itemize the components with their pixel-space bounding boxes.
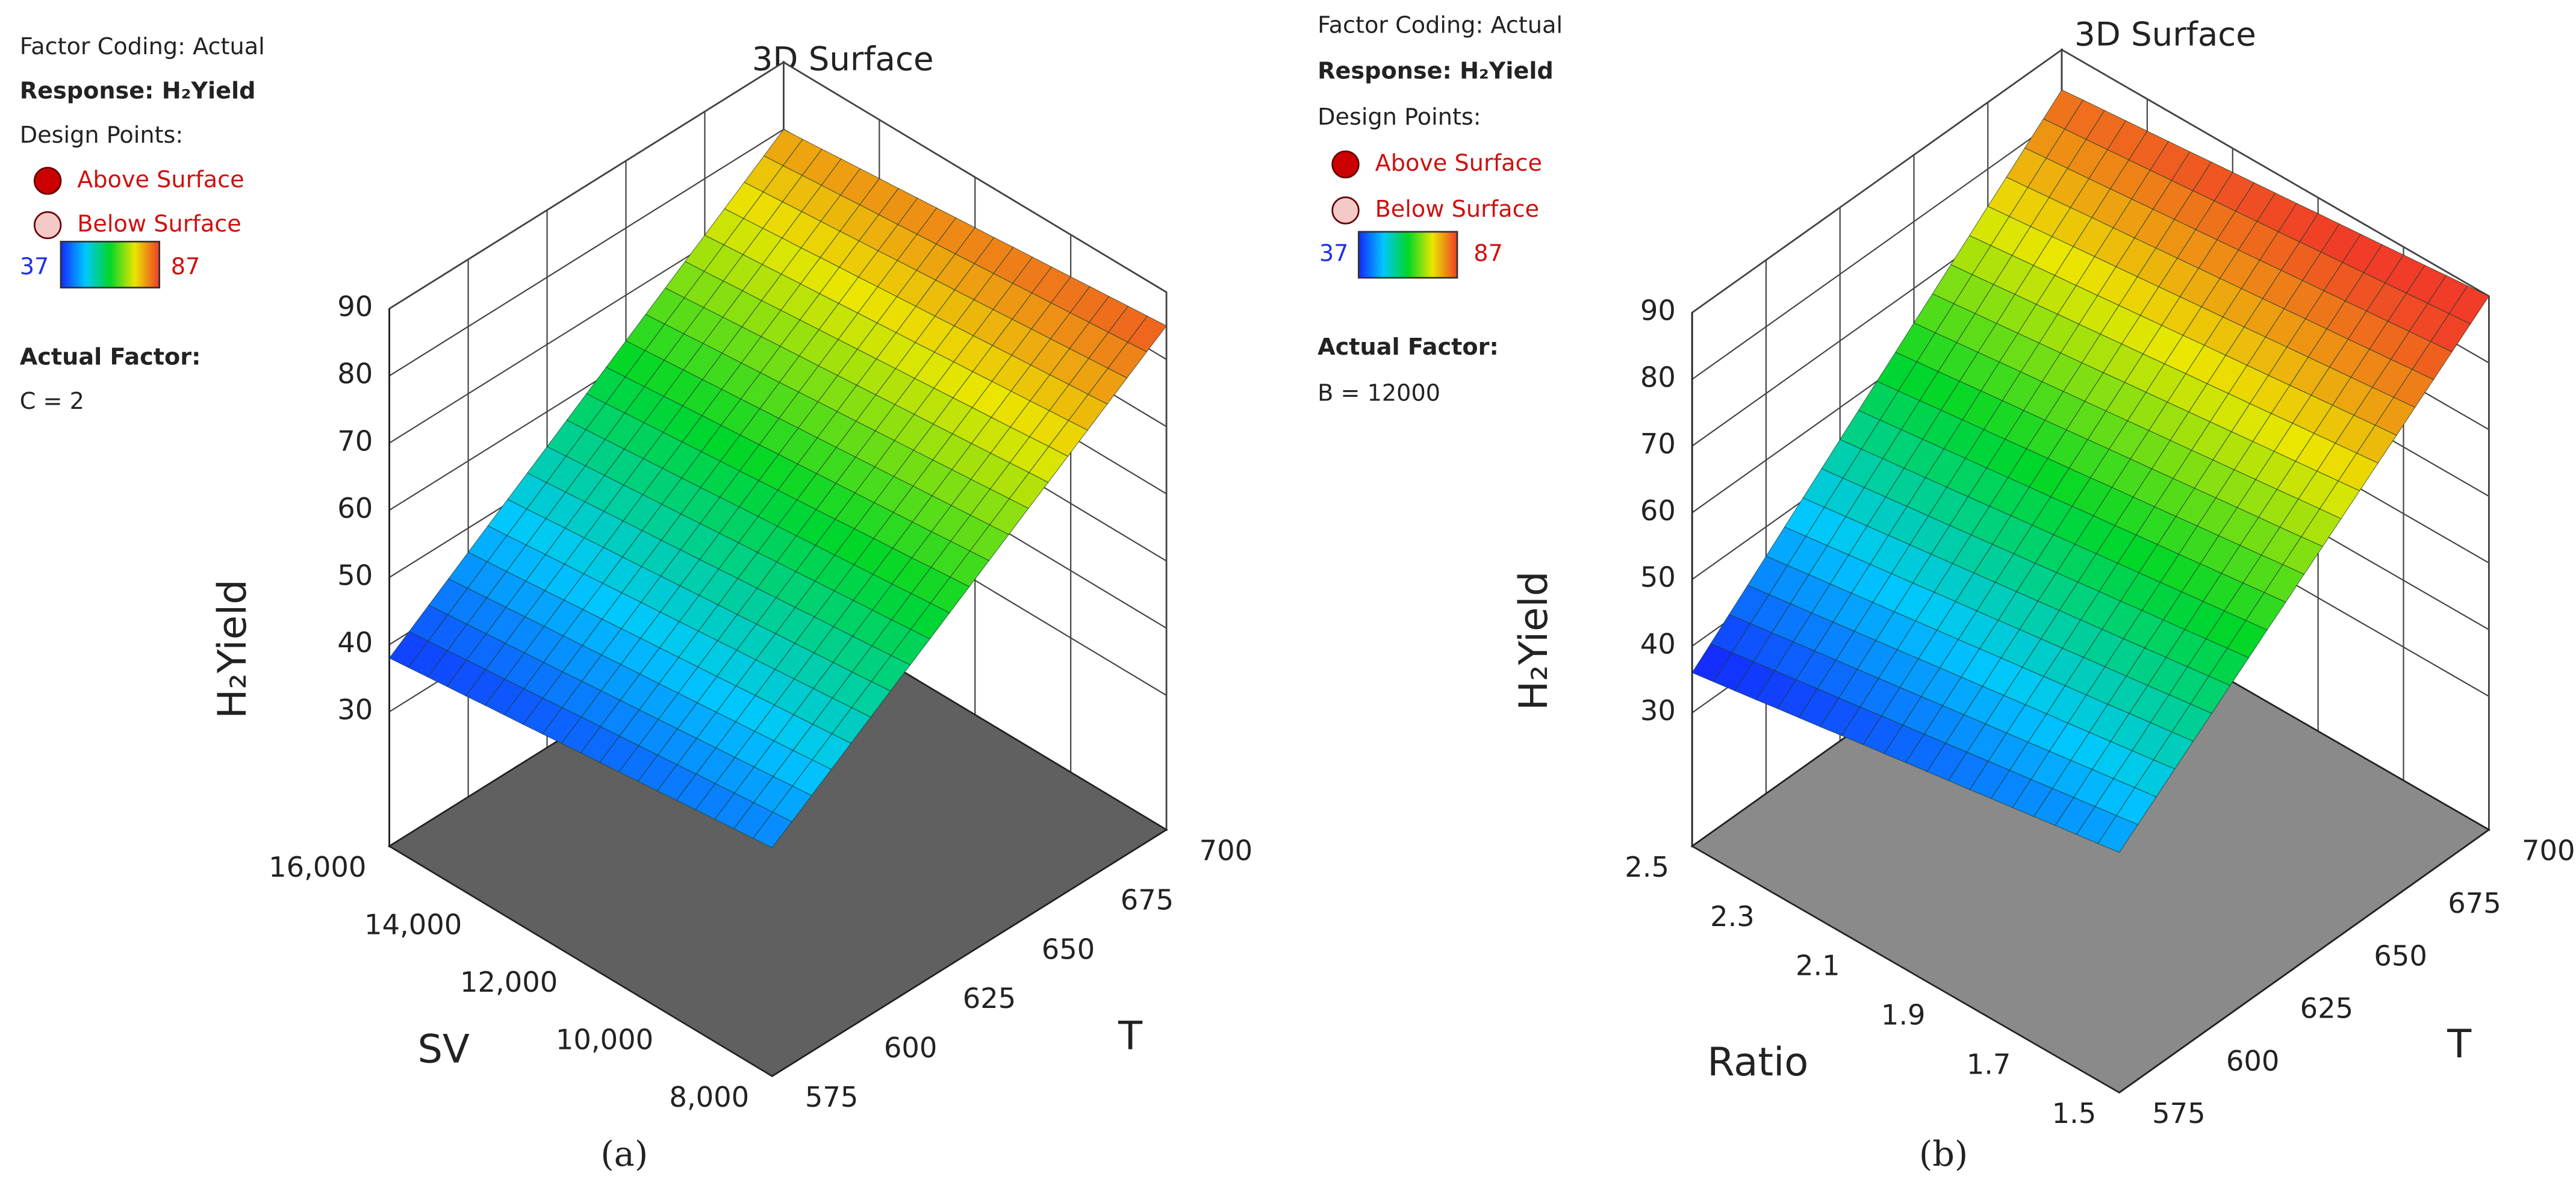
legend-marker (1331, 196, 1360, 225)
y-tick-label: 2.1 (1796, 950, 1840, 982)
y-tick-label: 2.5 (1625, 851, 1669, 883)
chart-title: 3D Surface (2074, 14, 2256, 53)
x-tick-label: 600 (2226, 1045, 2280, 1077)
x-tick-label: 575 (805, 1081, 859, 1113)
colorbar (1357, 231, 1458, 279)
z-tick-label: 80 (1640, 361, 1676, 393)
z-tick-label: 90 (1640, 294, 1676, 327)
y-tick-label: 2.3 (1710, 900, 1755, 933)
z-tick-label: 50 (1640, 561, 1676, 594)
actual-factor-label: Actual Factor: (1318, 334, 1499, 361)
y-tick-label: 1.7 (1967, 1048, 2011, 1080)
colorbar-min: 37 (1319, 241, 1349, 267)
x-axis-label: T (1118, 1013, 1143, 1059)
design-points-label: Design Points: (1318, 104, 1481, 131)
z-axis-label: H₂Yield (210, 579, 255, 718)
z-axis-label: H₂Yield (1511, 571, 1557, 711)
z-tick-label: 50 (337, 559, 373, 591)
y-tick-label: 14,000 (364, 908, 462, 941)
panel-label: (a) (600, 1134, 648, 1174)
z-tick-label: 80 (337, 358, 373, 390)
factor-coding: Factor Coding: Actual (20, 34, 265, 60)
response: Response: H₂Yield (1318, 58, 1554, 85)
y-axis-label: Ratio (1707, 1039, 1808, 1085)
colorbar-max: 87 (1473, 241, 1503, 267)
x-tick-label: 625 (963, 982, 1016, 1015)
x-axis-label: T (2447, 1021, 2472, 1067)
design-points-label: Design Points: (20, 122, 184, 149)
colorbar-min: 37 (20, 253, 49, 280)
y-axis-label: SV (417, 1026, 470, 1072)
factor-coding: Factor Coding: Actual (1318, 12, 1563, 39)
legend-label: Below Surface (1375, 196, 1540, 223)
panel-label: (b) (1919, 1134, 1968, 1174)
x-tick-label: 650 (1042, 933, 1095, 965)
x-tick-label: 700 (2522, 835, 2575, 867)
actual-factor-label: Actual Factor: (20, 344, 201, 370)
actual-factor: C = 2 (20, 388, 84, 415)
x-tick-label: 650 (2374, 939, 2427, 972)
z-tick-label: 30 (337, 694, 373, 726)
surface-cell (2097, 815, 2139, 853)
z-tick-label: 30 (1640, 694, 1676, 727)
legend-label: Above Surface (77, 167, 244, 193)
x-tick-label: 600 (884, 1031, 938, 1064)
z-tick-label: 70 (1640, 428, 1676, 460)
z-tick-label: 40 (1640, 627, 1676, 660)
z-tick-label: 70 (337, 425, 373, 457)
z-tick-label: 40 (337, 626, 373, 659)
legend-label: Below Surface (77, 211, 241, 237)
y-tick-label: 1.9 (1881, 999, 1926, 1031)
legend-label: Above Surface (1375, 151, 1542, 177)
y-tick-label: 8,000 (669, 1081, 749, 1113)
x-tick-label: 675 (1121, 884, 1174, 916)
legend-marker (33, 211, 62, 240)
y-tick-label: 12,000 (460, 966, 558, 998)
y-tick-label: 10,000 (556, 1023, 653, 1056)
x-tick-label: 700 (1199, 835, 1253, 867)
y-tick-label: 16,000 (269, 851, 366, 883)
x-tick-label: 625 (2300, 992, 2354, 1025)
x-tick-label: 575 (2152, 1097, 2206, 1130)
actual-factor: B = 12000 (1318, 381, 1440, 407)
legend-marker (33, 167, 62, 195)
z-tick-label: 60 (337, 492, 373, 524)
z-tick-label: 60 (1640, 494, 1676, 527)
x-tick-label: 675 (2448, 887, 2501, 919)
y-tick-label: 1.5 (2052, 1097, 2097, 1130)
colorbar-max: 87 (171, 253, 201, 280)
box-edge (2118, 829, 2490, 1093)
colorbar (60, 240, 161, 289)
surface-cell (752, 812, 792, 848)
legend-marker (1331, 150, 1360, 179)
response: Response: H₂Yield (20, 78, 256, 104)
z-tick-label: 90 (337, 290, 373, 323)
box-edge (771, 829, 1167, 1077)
